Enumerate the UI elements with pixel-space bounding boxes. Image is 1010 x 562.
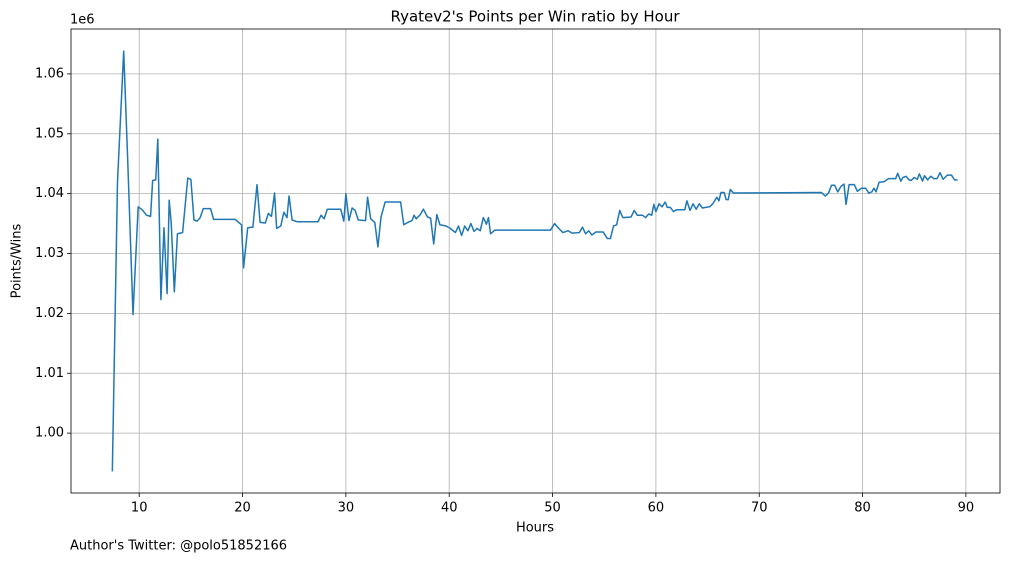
x-tick-label: 70 xyxy=(751,501,768,516)
plot-frame xyxy=(70,28,1001,494)
x-tick-label: 40 xyxy=(441,501,458,516)
x-tick-label: 80 xyxy=(854,501,871,516)
y-tick-label: 1.00 xyxy=(35,426,64,441)
x-tick-label: 90 xyxy=(958,501,975,516)
x-tick-label: 50 xyxy=(544,501,561,516)
y-tick-label: 1.06 xyxy=(35,66,64,81)
x-tick-label: 20 xyxy=(234,501,251,516)
y-tick-label: 1.02 xyxy=(35,306,64,321)
x-tick-label: 30 xyxy=(338,501,355,516)
y-tick-label: 1.01 xyxy=(35,366,64,381)
y-tick-label: 1.05 xyxy=(35,126,64,141)
offset-text: 1e6 xyxy=(70,13,95,28)
chart-title: Ryatev2's Points per Win ratio by Hour xyxy=(390,8,680,26)
x-tick-label: 10 xyxy=(131,501,148,516)
y-tick-label: 1.03 xyxy=(35,246,64,261)
x-axis-label: Hours xyxy=(516,521,554,536)
y-axis-label: Points/Wins xyxy=(10,223,25,298)
x-tick-label: 60 xyxy=(648,501,665,516)
y-tick-label: 1.04 xyxy=(35,186,64,201)
footnote: Author's Twitter: @polo51852166 xyxy=(70,539,287,554)
data-line xyxy=(111,50,958,472)
